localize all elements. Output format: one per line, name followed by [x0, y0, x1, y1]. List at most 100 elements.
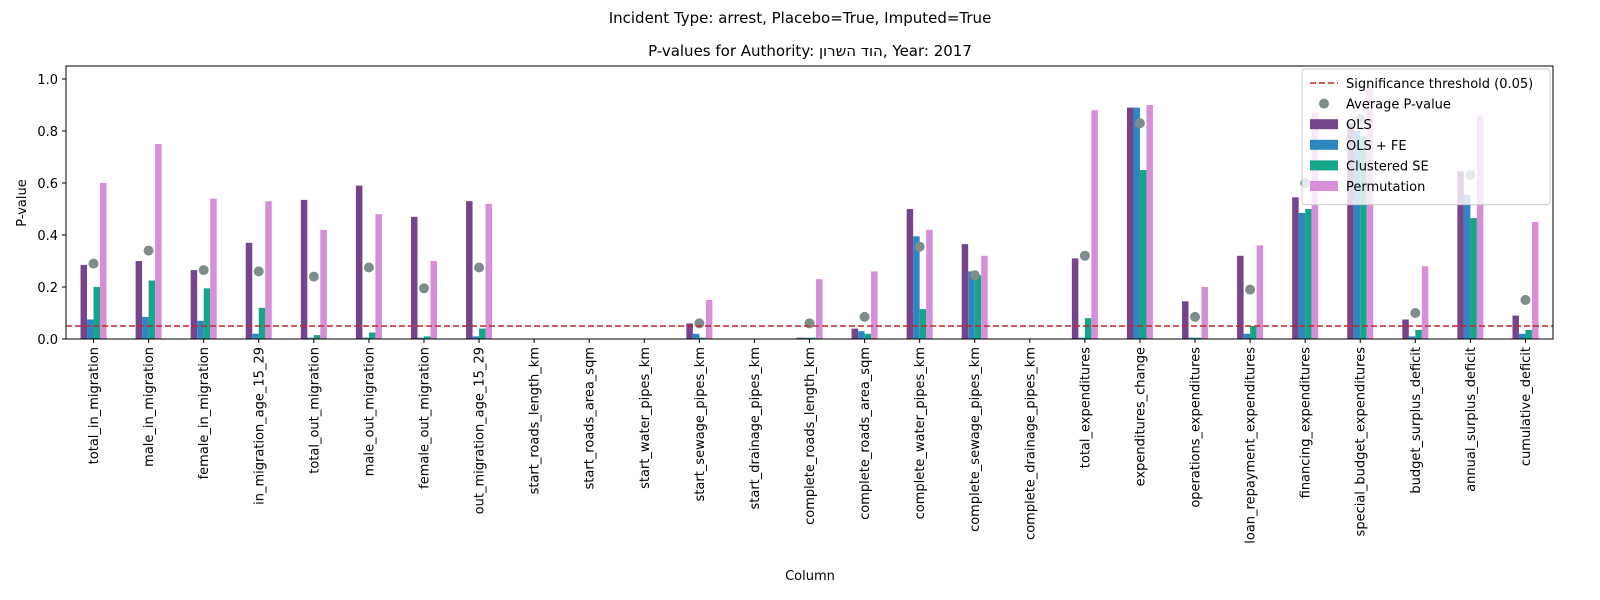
x-tick-label: complete_sewage_pipes_km [968, 347, 983, 532]
bar-ols [245, 242, 253, 339]
legend-box [1301, 68, 1551, 206]
bar-ols [961, 244, 969, 339]
bar-ols-fe [803, 337, 810, 339]
x-tick-label: expenditures_change [1133, 347, 1148, 486]
bar-clustered-se [368, 332, 376, 339]
bar-clustered-se [313, 335, 321, 339]
x-tick-label: start_roads_area_sqm [583, 347, 598, 489]
y-tick-label: 0.2 [37, 281, 58, 296]
bar-permutation [1366, 86, 1374, 339]
legend-label: Clustered SE [1346, 159, 1429, 174]
bar-permutation [1091, 110, 1098, 339]
bar-permutation [1201, 287, 1209, 339]
x-tick-label: in_migration_age_15_29 [252, 347, 267, 505]
bar-clustered-se [974, 275, 982, 339]
x-tick-label: complete_roads_area_sqm [858, 347, 873, 520]
bar-permutation [265, 201, 272, 339]
x-axis-label: Column [785, 569, 835, 584]
chart-title: P-values for Authority: הוד השרון, Year:… [648, 42, 972, 60]
bar-ols-fe [252, 333, 259, 339]
bar-ols [1071, 258, 1079, 339]
bar-permutation [981, 255, 988, 339]
bar-ols-fe [417, 337, 424, 339]
bar-permutation [485, 203, 493, 339]
bar-ols-fe [472, 336, 480, 339]
legend-label: OLS [1346, 118, 1372, 133]
bar-ols-fe [1078, 337, 1085, 339]
bar-ols [190, 270, 198, 339]
bar-clustered-se [864, 333, 872, 339]
bar-ols [906, 209, 914, 339]
bar-ols [1347, 123, 1354, 339]
bar-clustered-se [919, 309, 927, 339]
legend-label: Average P-value [1346, 98, 1451, 113]
bar-clustered-se [1195, 337, 1202, 339]
x-tick-label: out_migration_age_15_29 [473, 347, 488, 514]
bar-ols-fe [1463, 194, 1471, 339]
bar-ols [1126, 107, 1134, 339]
bar-ols-fe [1408, 336, 1416, 339]
bar-ols [410, 216, 418, 339]
bar-ols [80, 264, 88, 339]
x-tick-label: male_in_migration [142, 347, 157, 467]
bar-permutation [1256, 245, 1264, 339]
bar-ols-fe [1188, 337, 1196, 339]
average-point [363, 262, 374, 273]
bar-ols-fe [87, 319, 94, 339]
x-tick-label: financing_expenditures [1299, 347, 1314, 499]
bar-ols [851, 328, 859, 339]
bar-ols [300, 199, 308, 339]
average-point [1134, 118, 1145, 129]
bars-layer [80, 86, 1539, 340]
bar-ols-fe [142, 316, 149, 339]
average-point [1190, 311, 1201, 322]
bar-permutation [430, 261, 437, 339]
legend-label: OLS + FE [1346, 139, 1407, 154]
y-tick-label: 0.8 [37, 125, 58, 140]
bar-clustered-se [1305, 209, 1312, 339]
bar-ols-fe [1353, 131, 1361, 339]
chart-suptitle: Incident Type: arrest, Placebo=True, Imp… [609, 9, 992, 27]
bar-ols-fe [197, 320, 204, 339]
bar-permutation [1146, 105, 1153, 339]
bar-ols [466, 201, 473, 339]
bar-ols [135, 261, 143, 339]
y-tick-label: 0.0 [37, 333, 58, 348]
bar-permutation [320, 229, 327, 339]
bar-clustered-se [258, 307, 266, 339]
bar-permutation [1476, 115, 1484, 340]
bar-ols-fe [1298, 212, 1306, 339]
x-tick-label: total_in_migration [87, 347, 102, 464]
bar-ols-fe [1133, 107, 1140, 339]
bar-ols [1457, 171, 1464, 339]
bar-permutation [1421, 266, 1429, 339]
legend-swatch-series [1310, 139, 1338, 150]
average-point [88, 258, 99, 269]
bar-permutation [871, 271, 878, 339]
average-point [418, 283, 429, 294]
x-tick-label: annual_surplus_deficit [1464, 347, 1479, 492]
average-point [1245, 284, 1256, 295]
bar-ols [1182, 301, 1189, 339]
average-point [1410, 308, 1421, 318]
x-tick-label: loan_repayment_expenditures [1244, 347, 1259, 544]
bar-clustered-se [148, 280, 156, 339]
y-tick-label: 0.4 [37, 229, 58, 244]
average-point [914, 241, 925, 252]
x-tick-label: cumulative_deficit [1519, 347, 1534, 466]
x-tick-label: budget_surplus_deficit [1409, 347, 1424, 494]
bar-clustered-se [809, 337, 816, 339]
bar-permutation [926, 229, 933, 339]
average-point [694, 318, 705, 329]
x-tick-label: start_roads_length_km [528, 347, 543, 494]
bar-clustered-se [1415, 329, 1422, 339]
x-axis: total_in_migration male_in_migration femal… [87, 339, 1534, 544]
bar-permutation [100, 183, 107, 339]
average-point [969, 270, 980, 281]
bar-clustered-se [699, 337, 706, 339]
average-point [1520, 295, 1531, 305]
average-point [253, 266, 264, 277]
x-tick-label: complete_drainage_pipes_km [1023, 347, 1038, 540]
bar-ols [355, 185, 363, 339]
